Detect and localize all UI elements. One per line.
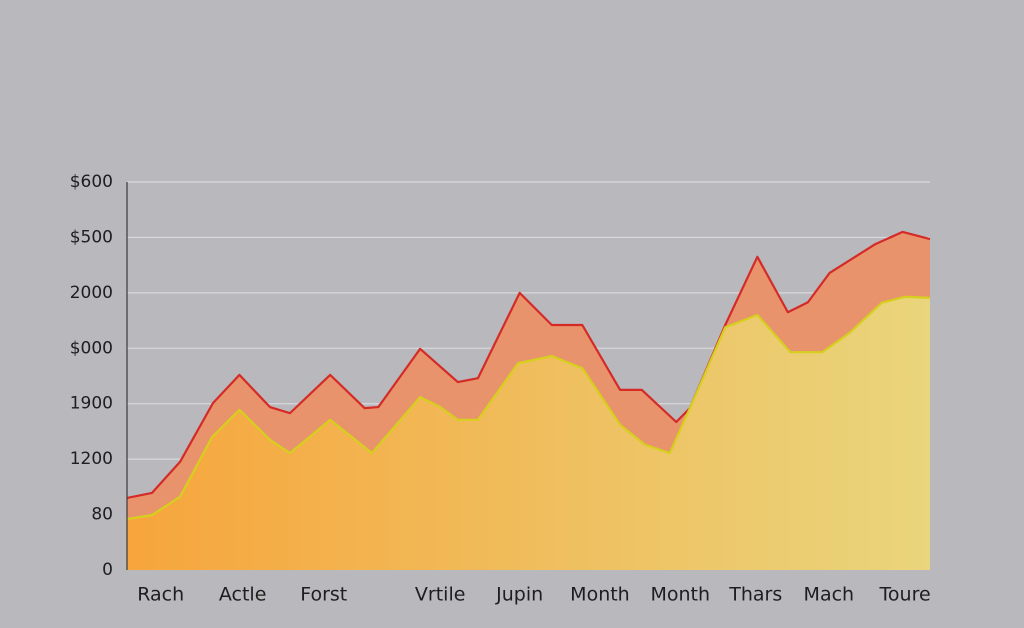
x-tick-label: Thars [728,584,782,606]
x-tick-label: Month [570,584,630,606]
y-tick-label: 2000 [70,283,113,303]
x-tick-label: Rach [137,584,184,606]
y-tick-label: $500 [70,227,113,247]
x-tick-label: Mach [804,584,855,606]
area-line [126,230,931,500]
x-tick-label: Forst [300,584,347,606]
y-tick-label: 0 [102,560,113,580]
x-tick-label: Month [650,584,710,606]
area-line [126,295,931,521]
x-tick-label: Toure [879,584,931,606]
y-tick-label: $000 [70,338,113,358]
x-tick-label: Jupin [495,584,543,606]
x-tick-label: Actle [219,584,267,606]
area-fill [127,296,930,570]
x-tick-label: Vrtile [415,584,466,606]
y-tick-label: 80 [91,505,113,525]
y-tick-label: 1900 [70,394,113,414]
y-tick-label: 1200 [70,449,113,469]
y-tick-label: $600 [70,172,113,192]
